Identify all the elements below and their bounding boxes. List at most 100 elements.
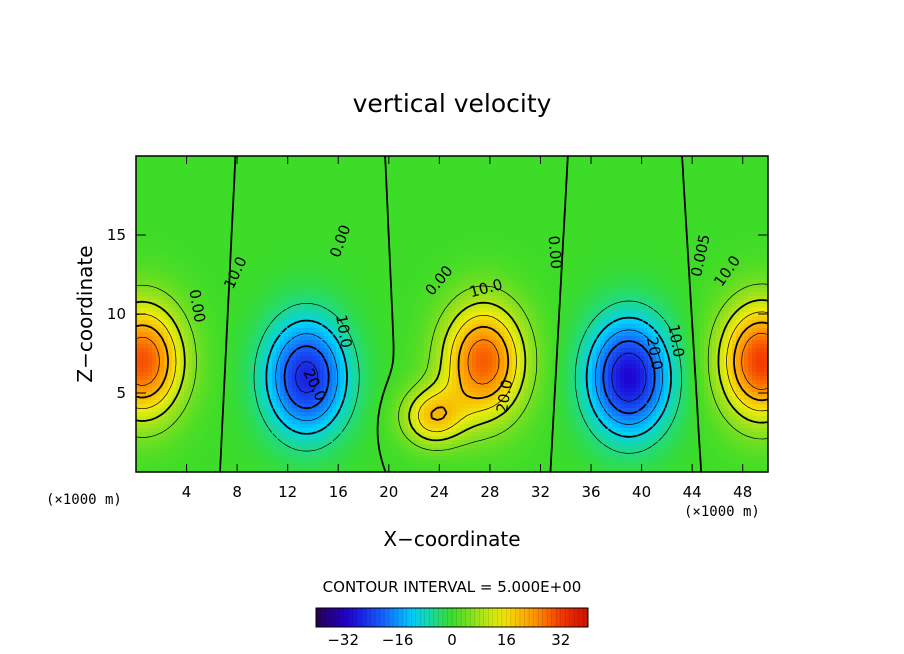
heatmap-cell xyxy=(256,268,261,273)
heatmap-cell xyxy=(164,224,169,229)
heatmap-cell xyxy=(280,396,285,401)
heatmap-cell xyxy=(172,272,177,277)
heatmap-cell xyxy=(292,232,297,237)
heatmap-cell xyxy=(228,168,233,173)
heatmap-cell xyxy=(348,464,353,469)
heatmap-cell xyxy=(316,168,321,173)
heatmap-cell xyxy=(360,360,365,365)
heatmap-cell xyxy=(236,156,241,161)
heatmap-cell xyxy=(232,460,237,465)
heatmap-cell xyxy=(204,352,209,357)
heatmap-cell xyxy=(304,392,309,397)
heatmap-cell xyxy=(228,352,233,357)
heatmap-cell xyxy=(196,320,201,325)
heatmap-cell xyxy=(304,404,309,409)
heatmap-cell xyxy=(340,360,345,365)
heatmap-cell xyxy=(144,276,149,281)
heatmap-cell xyxy=(340,336,345,341)
heatmap-cell xyxy=(356,176,361,181)
heatmap-cell xyxy=(160,448,165,453)
heatmap-cell xyxy=(180,464,185,469)
heatmap-cell xyxy=(272,464,277,469)
heatmap-cell xyxy=(316,180,321,185)
heatmap-cell xyxy=(372,236,377,241)
heatmap-cell xyxy=(208,344,213,349)
heatmap-cell xyxy=(236,160,241,165)
heatmap-cell xyxy=(140,376,145,381)
heatmap-cell xyxy=(376,324,381,329)
heatmap-cell xyxy=(356,468,361,472)
heatmap-cell xyxy=(352,168,357,173)
heatmap-cell xyxy=(180,176,185,181)
heatmap-cell xyxy=(276,332,281,337)
heatmap-cell xyxy=(324,392,329,397)
heatmap-cell xyxy=(380,228,385,233)
heatmap-cell xyxy=(380,356,385,361)
heatmap-cell xyxy=(292,284,297,289)
heatmap-cell xyxy=(288,408,293,413)
heatmap-cell xyxy=(364,280,369,285)
heatmap-cell xyxy=(288,376,293,381)
heatmap-cell xyxy=(360,220,365,225)
heatmap-cell xyxy=(240,300,245,305)
heatmap-cell xyxy=(384,448,389,453)
heatmap-cell xyxy=(292,372,297,377)
heatmap-cell xyxy=(356,416,361,421)
heatmap-cell xyxy=(168,380,173,385)
heatmap-cell xyxy=(372,208,377,213)
heatmap-cell xyxy=(236,292,241,297)
heatmap-cell xyxy=(264,428,269,433)
heatmap-cell xyxy=(152,356,157,361)
heatmap-cell xyxy=(212,188,217,193)
heatmap-cell xyxy=(348,236,353,241)
heatmap-cell xyxy=(340,284,345,289)
heatmap-cell xyxy=(220,196,225,201)
heatmap-cell xyxy=(188,388,193,393)
heatmap-cell xyxy=(152,308,157,313)
heatmap-cell xyxy=(312,456,317,461)
heatmap-cell xyxy=(304,444,309,449)
heatmap-cell xyxy=(260,440,265,445)
heatmap-cell xyxy=(324,192,329,197)
heatmap-cell xyxy=(292,444,297,449)
heatmap-cell xyxy=(200,396,205,401)
heatmap-cell xyxy=(348,192,353,197)
heatmap-cell xyxy=(208,236,213,241)
heatmap-cell xyxy=(268,272,273,277)
heatmap-cell xyxy=(228,188,233,193)
heatmap-cell xyxy=(352,224,357,229)
heatmap-cell xyxy=(300,308,305,313)
heatmap-cell xyxy=(212,444,217,449)
heatmap-cell xyxy=(216,168,221,173)
heatmap-cell xyxy=(136,176,141,181)
heatmap-cell xyxy=(244,276,249,281)
heatmap-cell xyxy=(324,448,329,453)
heatmap-cell xyxy=(224,260,229,265)
heatmap-cell xyxy=(312,296,317,301)
heatmap-cell xyxy=(268,216,273,221)
heatmap-cell xyxy=(196,404,201,409)
heatmap-cell xyxy=(360,336,365,341)
heatmap-cell xyxy=(276,320,281,325)
heatmap-cell xyxy=(256,428,261,433)
heatmap-cell xyxy=(284,212,289,217)
heatmap-cell xyxy=(272,336,277,341)
heatmap-cell xyxy=(224,444,229,449)
heatmap-cell xyxy=(276,348,281,353)
heatmap-cell xyxy=(200,200,205,205)
heatmap-cell xyxy=(344,224,349,229)
heatmap-cell xyxy=(136,172,141,177)
heatmap-cell xyxy=(308,352,313,357)
heatmap-cell xyxy=(376,168,381,173)
heatmap-cell xyxy=(376,304,381,309)
heatmap-cell xyxy=(252,248,257,253)
heatmap-cell xyxy=(220,228,225,233)
heatmap-cell xyxy=(236,420,241,425)
heatmap-cell xyxy=(184,288,189,293)
heatmap-cell xyxy=(208,176,213,181)
heatmap-cell xyxy=(188,424,193,429)
heatmap-cell xyxy=(384,264,389,269)
heatmap-cell xyxy=(208,260,213,265)
heatmap-cell xyxy=(236,176,241,181)
heatmap-cell xyxy=(284,356,289,361)
